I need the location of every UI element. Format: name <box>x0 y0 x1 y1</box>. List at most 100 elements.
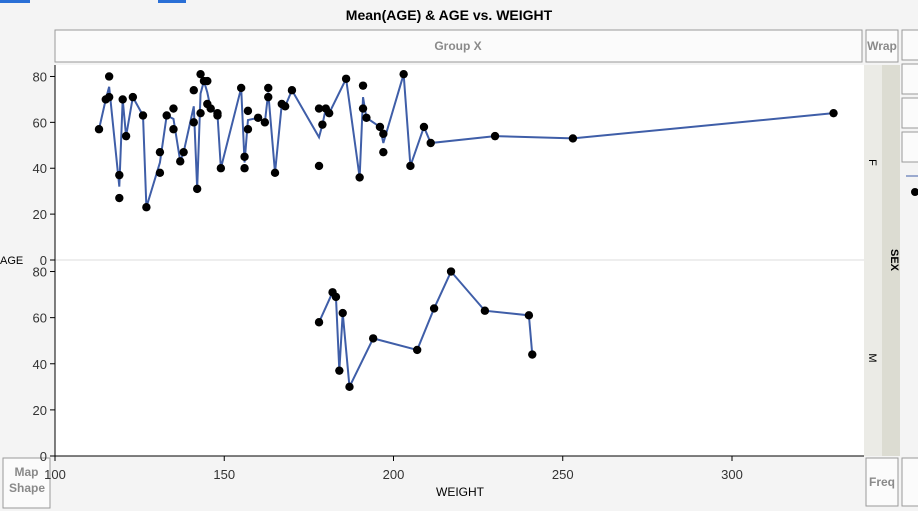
data-point <box>155 147 165 157</box>
data-point <box>379 129 388 139</box>
data-point <box>314 161 324 171</box>
legend-swatch <box>911 188 918 196</box>
data-point <box>429 304 439 313</box>
group-y-strip <box>864 65 882 456</box>
data-point <box>155 168 165 178</box>
data-point <box>243 106 253 116</box>
data-point <box>176 157 185 166</box>
data-point <box>335 366 344 375</box>
data-point <box>189 118 198 127</box>
data-point <box>260 118 270 127</box>
data-point <box>280 102 290 111</box>
data-point <box>399 69 408 79</box>
data-point <box>162 111 171 120</box>
side-control[interactable] <box>901 97 918 129</box>
side-control[interactable] <box>901 29 918 61</box>
x-tick-label: 300 <box>721 467 743 482</box>
data-point <box>236 83 246 93</box>
data-point <box>368 334 378 343</box>
data-point <box>568 134 578 143</box>
y-tick-label: 40 <box>33 161 47 176</box>
y-tick-label: 80 <box>33 69 47 84</box>
chart-title: Mean(AGE) & AGE vs. WEIGHT <box>346 7 553 23</box>
data-point <box>524 311 534 320</box>
map-shape-label: Map Shape <box>9 465 46 495</box>
data-point <box>118 95 127 104</box>
data-point <box>128 92 138 102</box>
freq-zone[interactable] <box>865 457 899 507</box>
data-point <box>528 350 537 359</box>
data-point <box>412 345 422 355</box>
side-control[interactable] <box>901 131 918 163</box>
map-shape-wrap: Map Shape <box>9 465 46 495</box>
panel-label: F <box>866 159 878 166</box>
y-tick-label: 60 <box>33 115 47 130</box>
map-shape-zone[interactable] <box>2 457 51 509</box>
data-point <box>253 113 263 122</box>
x-tick-label: 250 <box>552 467 574 482</box>
data-point <box>169 125 178 134</box>
group-y-zone[interactable] <box>882 65 900 456</box>
data-point <box>115 193 124 203</box>
data-point <box>446 267 456 276</box>
x-tick-label: 150 <box>213 467 235 482</box>
wrap-label: Wrap <box>867 39 897 53</box>
data-point <box>314 318 324 327</box>
y-tick-label: 60 <box>33 311 47 326</box>
data-point <box>121 131 131 141</box>
side-control[interactable] <box>901 457 918 507</box>
data-point <box>345 382 354 392</box>
data-point <box>490 131 500 141</box>
data-point <box>196 108 205 118</box>
data-point <box>240 152 249 161</box>
data-point <box>375 122 385 132</box>
data-point <box>362 113 371 122</box>
data-point <box>287 86 297 95</box>
data-point <box>419 122 429 132</box>
data-point <box>104 72 114 81</box>
group-y-label: SEX <box>888 249 900 272</box>
data-point <box>358 104 368 113</box>
data-point <box>318 120 327 129</box>
data-point <box>264 92 273 102</box>
data-point <box>406 161 415 171</box>
data-point <box>270 168 280 178</box>
data-point <box>196 69 205 79</box>
y-tick-label: 0 <box>40 253 47 268</box>
x-axis-title: WEIGHT <box>436 485 485 499</box>
tab <box>0 0 30 3</box>
data-point <box>341 74 351 83</box>
data-point <box>829 108 838 118</box>
data-point <box>115 170 124 180</box>
data-point <box>104 92 114 102</box>
data-point <box>240 164 249 173</box>
data-point <box>243 125 253 134</box>
side-control[interactable] <box>901 63 918 95</box>
data-point <box>169 104 178 113</box>
y-axis-title: AGE <box>0 255 23 267</box>
data-point <box>142 203 151 212</box>
panel-label: M <box>866 353 878 362</box>
data-point <box>331 292 341 302</box>
data-point <box>213 111 222 120</box>
data-point <box>358 81 368 90</box>
group-x-zone[interactable] <box>54 29 863 63</box>
data-point <box>355 173 364 182</box>
freq-label: Freq <box>869 475 895 489</box>
data-point <box>264 83 273 93</box>
data-point <box>426 138 435 148</box>
wrap-zone[interactable] <box>865 29 899 63</box>
x-tick-label: 200 <box>383 467 405 482</box>
data-point <box>203 76 212 86</box>
y-tick-label: 0 <box>40 449 47 464</box>
y-tick-label: 80 <box>33 265 47 280</box>
data-point <box>338 308 347 318</box>
x-tick-label: 100 <box>44 467 66 482</box>
y-tick-label: 20 <box>33 403 47 418</box>
data-point <box>480 306 490 315</box>
data-point <box>206 104 215 113</box>
data-point <box>216 164 226 173</box>
data-point <box>192 184 202 194</box>
y-tick-label: 20 <box>33 207 47 222</box>
